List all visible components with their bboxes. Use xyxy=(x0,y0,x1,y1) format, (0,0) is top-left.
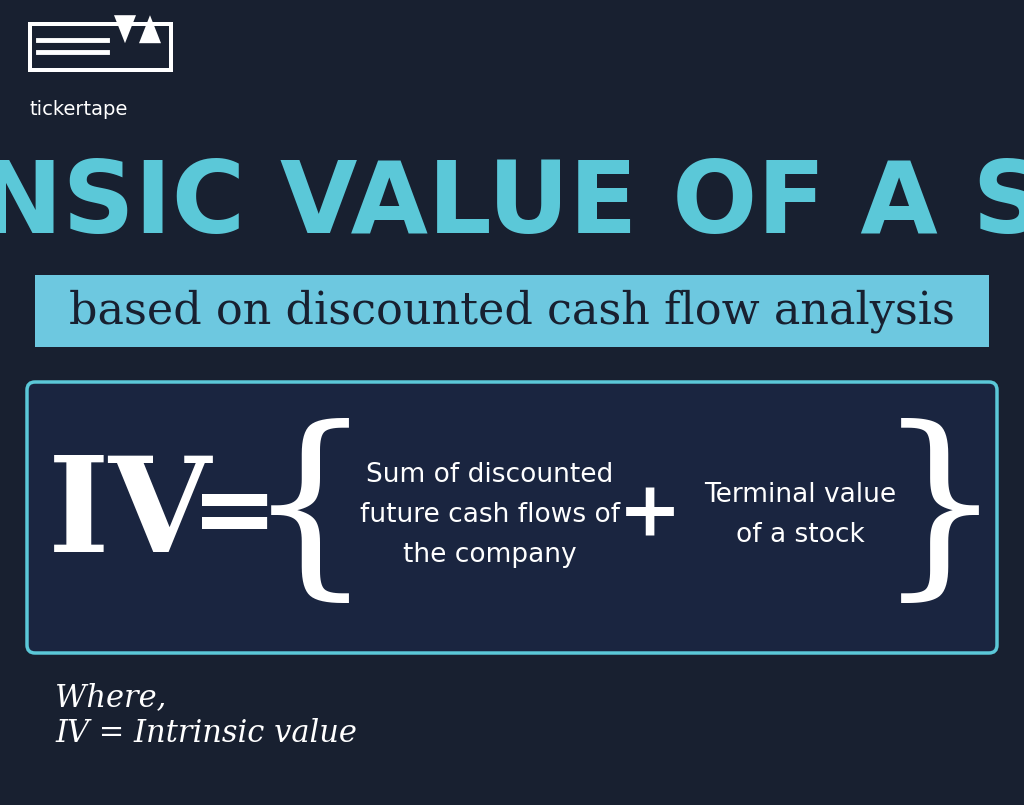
Polygon shape xyxy=(139,15,161,43)
Text: Terminal value
of a stock: Terminal value of a stock xyxy=(703,482,896,548)
Text: Sum of discounted
future cash flows of
the company: Sum of discounted future cash flows of t… xyxy=(360,462,621,568)
Text: tickertape: tickertape xyxy=(30,100,128,119)
Text: =: = xyxy=(191,464,279,566)
Text: INTRINSIC VALUE OF A STOCK: INTRINSIC VALUE OF A STOCK xyxy=(0,156,1024,254)
Text: {: { xyxy=(246,418,374,612)
Polygon shape xyxy=(114,15,136,43)
FancyBboxPatch shape xyxy=(27,382,997,653)
Text: }: } xyxy=(876,418,1004,612)
Text: Where,: Where, xyxy=(55,682,166,713)
FancyBboxPatch shape xyxy=(35,275,989,347)
Text: IV = Intrinsic value: IV = Intrinsic value xyxy=(55,718,357,749)
Text: +: + xyxy=(618,478,682,552)
FancyBboxPatch shape xyxy=(28,22,173,72)
FancyBboxPatch shape xyxy=(32,26,169,68)
Text: IV: IV xyxy=(48,451,212,580)
Text: based on discounted cash flow analysis: based on discounted cash flow analysis xyxy=(69,289,955,332)
